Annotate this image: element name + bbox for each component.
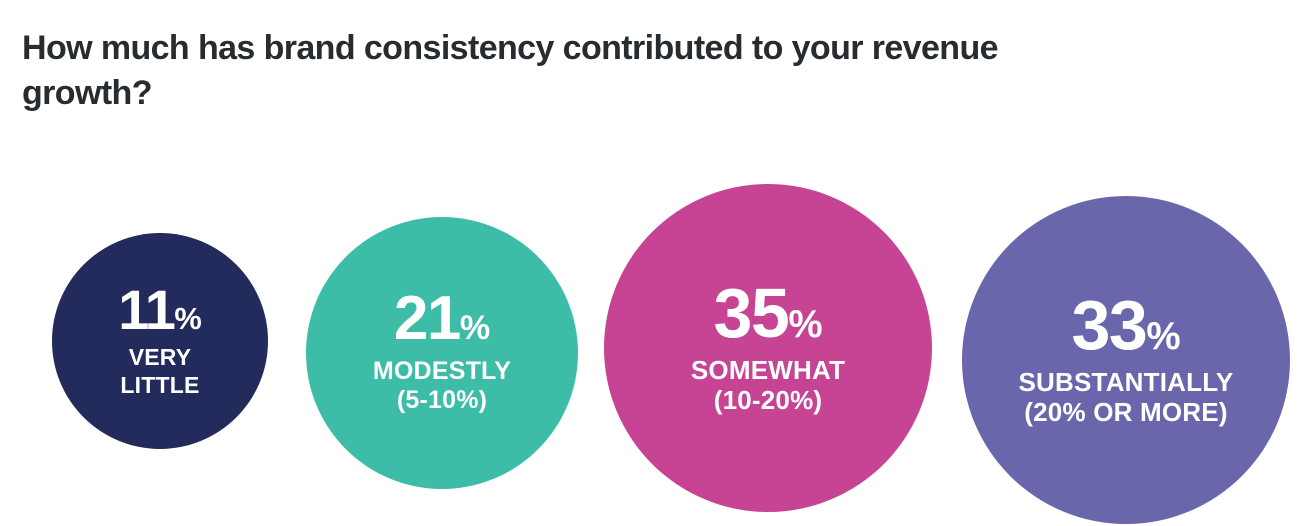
label-line-2: (20% OR MORE) (1024, 397, 1228, 428)
value-number: 21 (393, 284, 461, 354)
label-line-1: VERY (128, 344, 192, 371)
value-number: 33 (1071, 286, 1147, 365)
label-line-1: SUBSTANTIALLY (1018, 366, 1234, 397)
bubble-somewhat: 35% SOMEWHAT (10-20%) (604, 184, 932, 512)
bubble-substantially-value: 33% (1071, 290, 1181, 360)
bubble-modestly-value: 21% (394, 288, 491, 350)
bubble-very-little-value: 11% (118, 282, 202, 338)
bubble-somewhat-label: SOMEWHAT (10-20%) (691, 355, 845, 416)
bubble-modestly-label: MODESTLY (5-10%) (373, 357, 511, 416)
label-line-2: (10-20%) (713, 385, 823, 416)
percent-sign: % (459, 309, 491, 348)
value-number: 35 (713, 274, 789, 353)
label-line-1: MODESTLY (372, 356, 512, 385)
bubble-substantially: 33% SUBSTANTIALLY (20% OR MORE) (962, 196, 1290, 524)
label-line-2: (5-10%) (396, 386, 488, 415)
label-line-1: SOMEWHAT (690, 354, 846, 385)
page-title-line-1: How much has brand consistency contribut… (22, 29, 999, 67)
bubble-modestly: 21% MODESTLY (5-10%) (306, 217, 578, 489)
percent-sign: % (1146, 315, 1181, 359)
value-number: 11 (118, 278, 176, 342)
percent-sign: % (788, 303, 823, 347)
bubble-somewhat-value: 35% (713, 278, 823, 348)
percent-sign: % (174, 301, 202, 337)
page-title-line-2: growth? (22, 73, 152, 112)
bubble-very-little-label: VERY LITTLE (120, 344, 199, 398)
bubble-very-little: 11% VERY LITTLE (52, 233, 268, 449)
label-line-2: LITTLE (120, 371, 200, 398)
bubble-substantially-label: SUBSTANTIALLY (20% OR MORE) (1019, 367, 1234, 428)
page-title: How much has brand consistency contribut… (22, 26, 999, 116)
